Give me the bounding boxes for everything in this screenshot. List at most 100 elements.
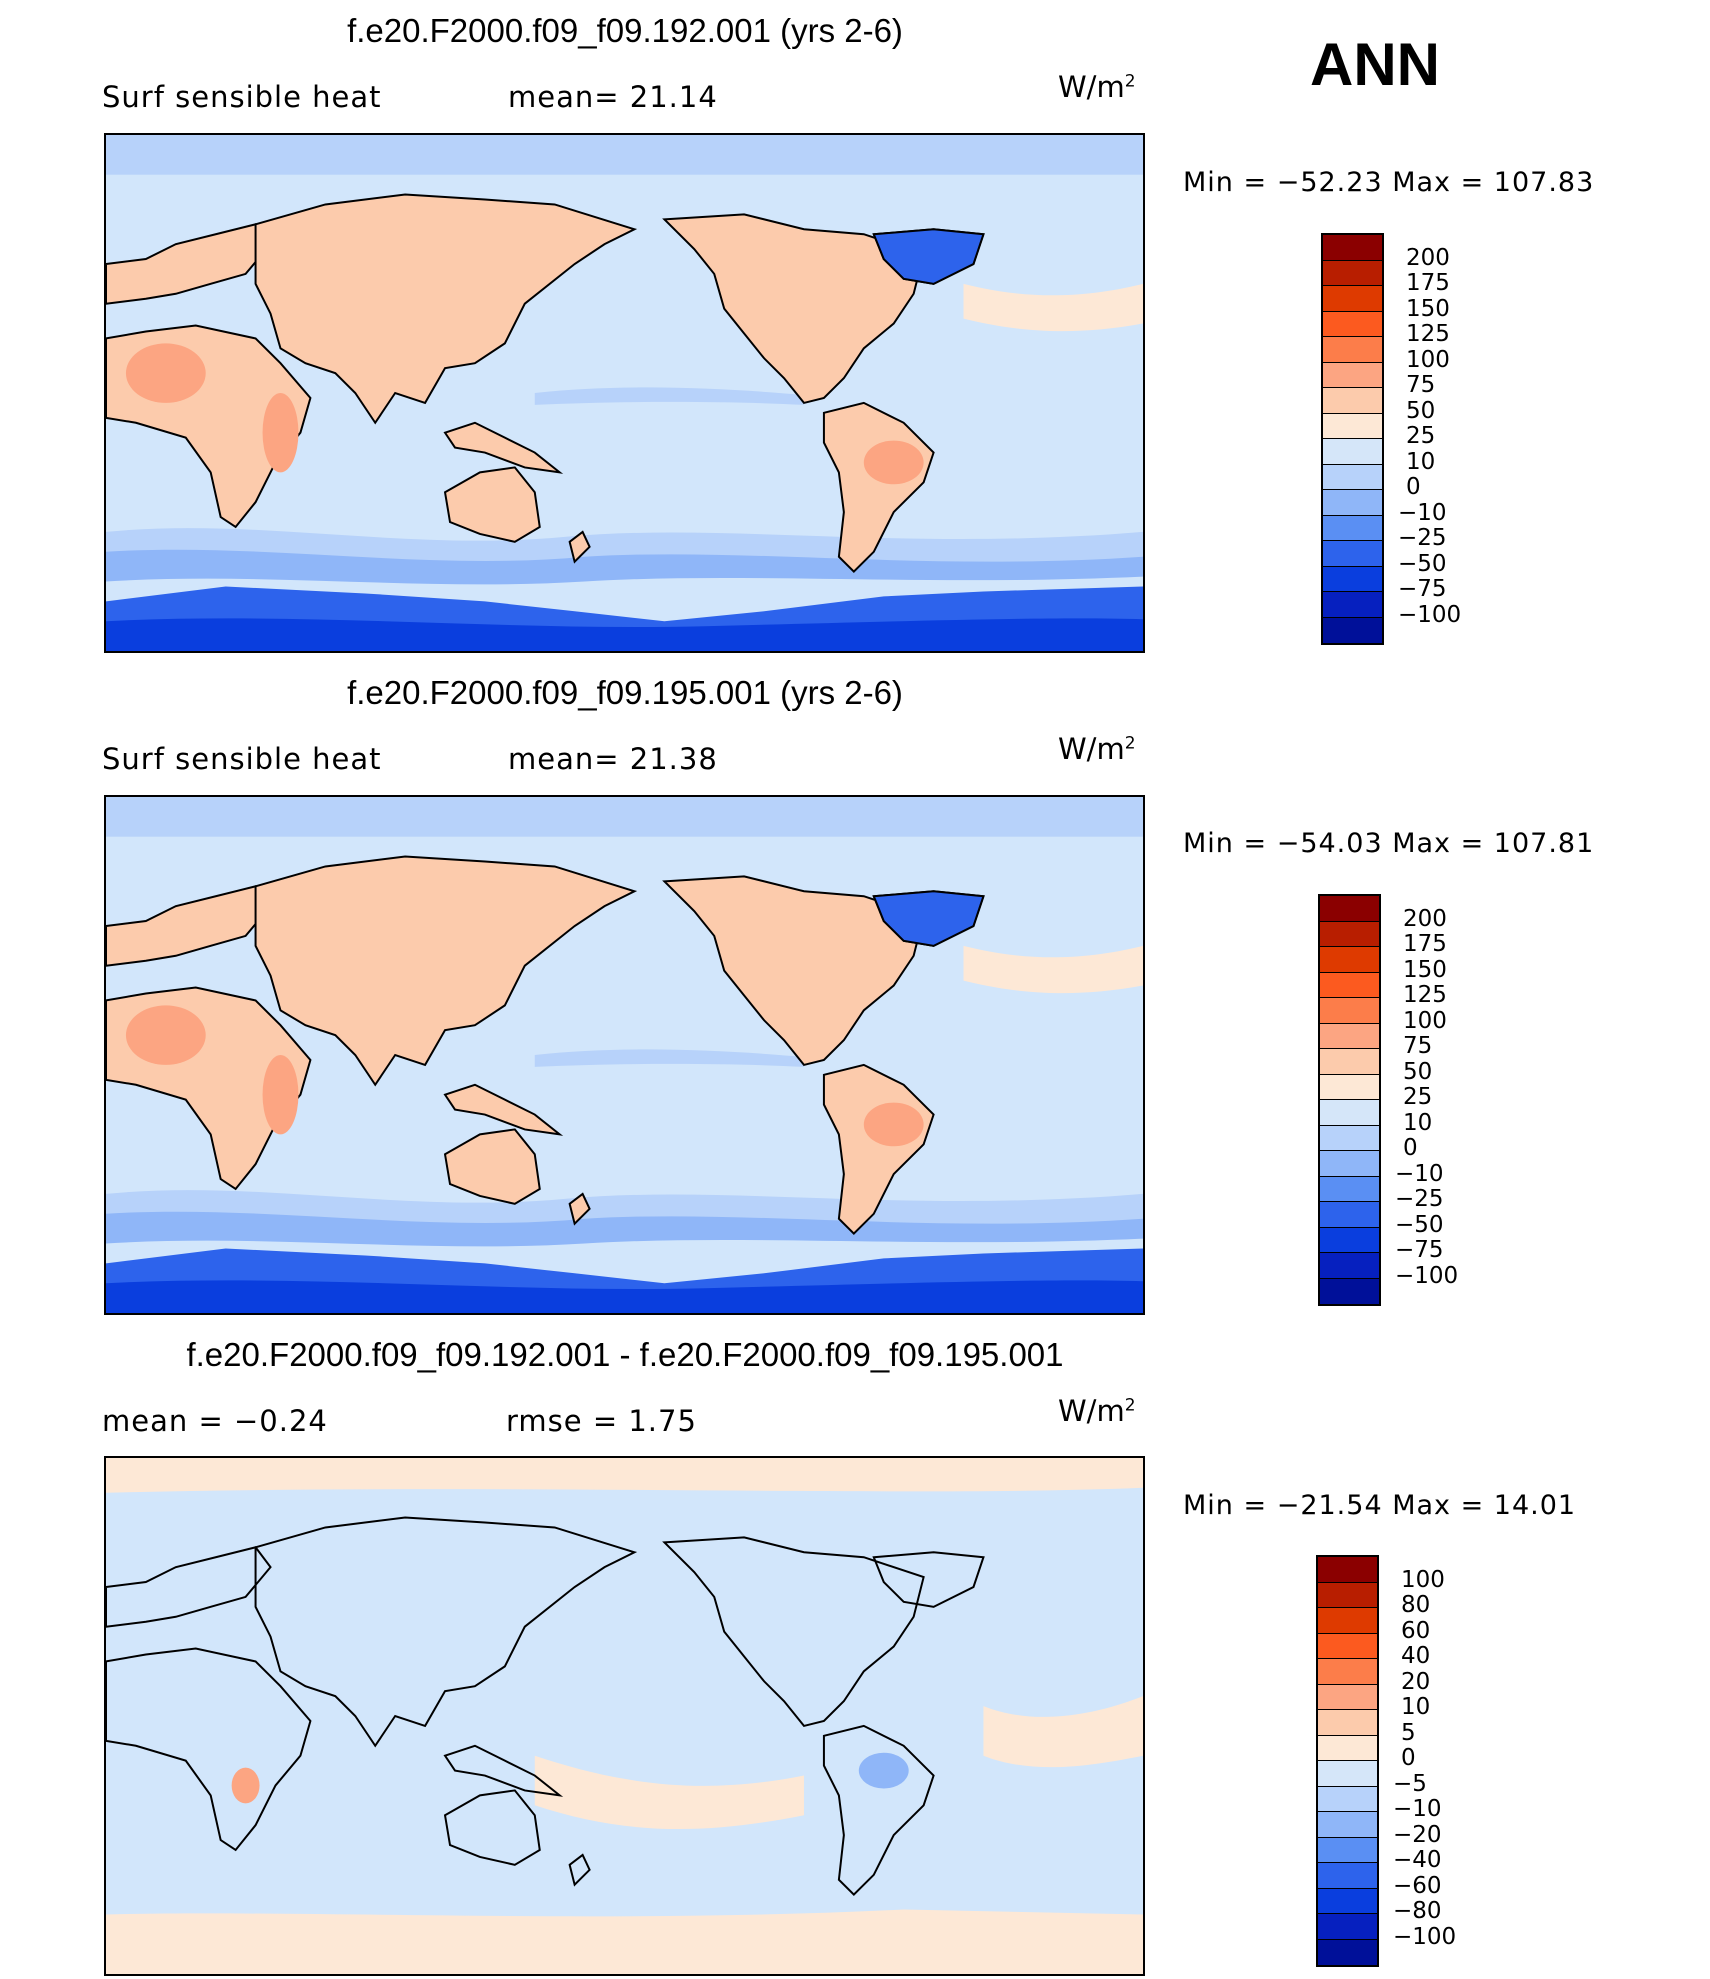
colorbar-swatch <box>1318 1761 1377 1787</box>
land-nz <box>568 530 591 564</box>
colorbar-tick-label: −80 <box>1393 1898 1442 1924</box>
panel-3-title: f.e20.F2000.f09_f09.192.001 - f.e20.F200… <box>186 1336 1064 1373</box>
panel-2-variable-label: Surf sensible heat <box>102 742 382 776</box>
colorbar-tick-label: 150 <box>1403 956 1447 983</box>
colorbar-swatch <box>1320 921 1379 947</box>
diff-atlantic-warm <box>983 1696 1143 1768</box>
land-australia <box>443 1128 541 1205</box>
antarctica-cold-core <box>106 618 1143 651</box>
colorbar-tick-label: 50 <box>1403 1058 1433 1085</box>
colorbar-swatch <box>1323 617 1382 643</box>
panel-2-map-svg <box>106 797 1143 1313</box>
colorbar-swatch <box>1323 592 1382 618</box>
equatorial-band <box>534 387 804 405</box>
storm-track-core <box>106 1211 1143 1247</box>
colorbar-swatch <box>1320 1278 1379 1304</box>
panel-3-mean-label: mean = −0.24 <box>102 1404 328 1438</box>
gulf-stream-warm <box>963 945 1143 994</box>
colorbar-swatch <box>1320 1253 1379 1279</box>
colorbar-tick-label: 40 <box>1401 1643 1431 1669</box>
colorbar-swatch <box>1318 1633 1377 1659</box>
coast-greenland <box>872 1551 985 1608</box>
colorbar-tick-label: 0 <box>1403 1135 1418 1161</box>
colorbar-swatch <box>1323 362 1382 388</box>
colorbar-tick-label: −60 <box>1393 1872 1442 1899</box>
colorbar-tick-label: −25 <box>1398 525 1447 551</box>
greenland-ice <box>872 890 985 947</box>
panel-1-map-svg <box>106 135 1143 651</box>
colorbar-tick-label: 100 <box>1403 1007 1447 1034</box>
colorbar-tick-label: 175 <box>1406 270 1450 296</box>
panel-3-rmse-label: rmse = 1.75 <box>506 1404 697 1438</box>
colorbar-swatch <box>1323 541 1382 567</box>
colorbar-swatch <box>1318 1608 1377 1634</box>
coast-nz <box>568 1853 591 1887</box>
colorbar-swatch <box>1320 1227 1379 1253</box>
brazil-hotspot <box>863 440 924 485</box>
colorbar-tick-label: −50 <box>1398 550 1447 577</box>
colorbar-swatch <box>1323 260 1382 286</box>
brazil-hotspot <box>863 1102 924 1147</box>
coast-asia <box>254 1516 638 1748</box>
colorbar-swatch <box>1323 490 1382 516</box>
colorbar-swatch <box>1323 413 1382 439</box>
colorbar-swatch <box>1320 1023 1379 1049</box>
colorbar-tick-label: 100 <box>1406 346 1450 373</box>
land-namerica <box>662 875 925 1067</box>
colorbar-swatch <box>1318 1684 1377 1710</box>
colorbar-tick-label: 20 <box>1401 1668 1431 1695</box>
land-nz <box>568 1192 591 1226</box>
colorbar-tick-label: −100 <box>1395 1262 1459 1289</box>
season-label: ANN <box>1310 31 1440 98</box>
diff-north-warm <box>106 1458 1143 1493</box>
colorbar-swatch <box>1323 515 1382 541</box>
colorbar-tick-label: 150 <box>1406 295 1450 322</box>
arctic-band <box>106 797 1143 837</box>
colorbar-tick-label: −50 <box>1395 1211 1444 1238</box>
colorbar-swatch <box>1318 1939 1377 1965</box>
colorbar-swatch <box>1318 1582 1377 1608</box>
colorbar-tick-label: 200 <box>1406 244 1450 271</box>
colorbar-tick-label: 0 <box>1406 474 1421 500</box>
colorbar-swatch <box>1318 1863 1377 1889</box>
colorbar-tick-label: 200 <box>1403 905 1447 932</box>
colorbar-tick-label: −20 <box>1393 1821 1442 1848</box>
coast-namerica <box>662 1536 925 1728</box>
colorbar-tick-label: 75 <box>1406 372 1436 398</box>
panel-1-units: W/m2 <box>1058 70 1136 104</box>
east-africa-hotspot <box>262 1055 299 1135</box>
colorbar-tick-label: 80 <box>1401 1592 1431 1618</box>
colorbar-tick-label: −25 <box>1395 1186 1444 1212</box>
equatorial-band <box>534 1049 804 1067</box>
arctic-band <box>106 135 1143 175</box>
coast-africa <box>106 1647 312 1852</box>
colorbar-swatch <box>1318 1888 1377 1914</box>
colorbar-swatch <box>1320 947 1379 973</box>
panel-1-variable-label: Surf sensible heat <box>102 80 382 114</box>
colorbar-swatch <box>1323 235 1382 261</box>
colorbar-tick-label: 25 <box>1403 1084 1433 1110</box>
colorbar-swatch <box>1320 1100 1379 1126</box>
gulf-stream-warm <box>963 283 1143 332</box>
colorbar-swatch <box>1320 972 1379 998</box>
coast-samerica <box>822 1724 935 1897</box>
colorbar-tick-label: −75 <box>1395 1237 1444 1263</box>
diff-pacific-warm <box>534 1755 804 1830</box>
land-australia <box>443 466 541 543</box>
colorbar-tick-label: −100 <box>1393 1923 1457 1950</box>
panel-3-map <box>104 1456 1145 1976</box>
antarctica-cold-core <box>106 1280 1143 1313</box>
colorbar-swatch <box>1318 1710 1377 1736</box>
colorbar-swatch <box>1320 1049 1379 1075</box>
sahara-hotspot <box>125 1005 206 1065</box>
colorbar-tick-label: −10 <box>1393 1796 1442 1822</box>
colorbar-tick-label: 10 <box>1401 1694 1431 1720</box>
colorbar-tick-label: 75 <box>1403 1033 1433 1059</box>
colorbar-swatch <box>1323 286 1382 312</box>
sahara-hotspot <box>125 343 206 403</box>
colorbar-tick-label: −75 <box>1398 576 1447 602</box>
colorbar-swatch <box>1320 1125 1379 1151</box>
colorbar-swatch <box>1323 388 1382 414</box>
diff-brazil-cool <box>858 1752 909 1789</box>
colorbar-tick-label: 125 <box>1406 321 1450 347</box>
